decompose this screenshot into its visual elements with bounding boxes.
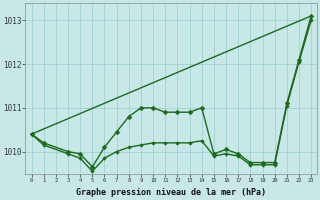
X-axis label: Graphe pression niveau de la mer (hPa): Graphe pression niveau de la mer (hPa): [76, 188, 266, 197]
